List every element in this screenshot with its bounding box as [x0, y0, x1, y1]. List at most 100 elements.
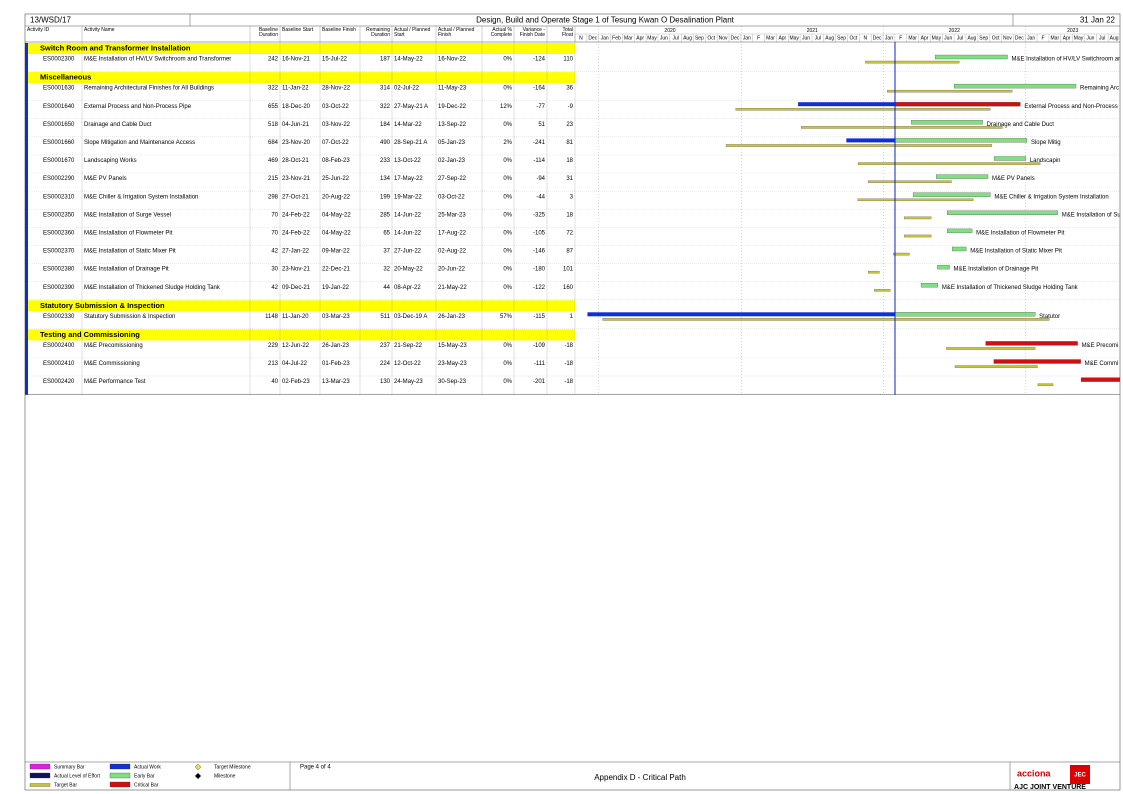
- cell: -115: [533, 314, 545, 320]
- legend-label: Target Bar: [54, 782, 77, 788]
- cell: 05-Jan-23: [438, 140, 466, 146]
- cell: ES0001660: [43, 140, 75, 146]
- early-bar: [954, 83, 1077, 89]
- bar-label: Remaining Arc: [1080, 86, 1119, 92]
- cell: 27-May-21 A: [394, 104, 428, 110]
- cell: 07-Oct-22: [322, 140, 349, 146]
- cell: 27-Jun-22: [394, 249, 422, 255]
- month-label: F: [1041, 35, 1044, 41]
- cell: 12-Jun-22: [282, 343, 310, 349]
- month-label: May: [1074, 35, 1084, 41]
- cell: ES0002410: [43, 361, 75, 367]
- year-label: 2022: [949, 28, 960, 34]
- cell: 134: [380, 176, 391, 182]
- cell: 02-Jul-22: [394, 86, 420, 92]
- bar-label: M&E Installation of Flowmeter Pit: [976, 230, 1065, 236]
- early-bar: [993, 359, 1081, 364]
- month-label: Jul: [1099, 35, 1105, 41]
- cell: 30-Sep-23: [438, 379, 467, 385]
- month-label: Oct: [992, 35, 1000, 41]
- bar-label: M&E Installation of Static Mixer Pit: [970, 249, 1062, 255]
- month-label: Aug: [1110, 35, 1119, 41]
- cell: 242: [268, 57, 279, 63]
- group-title: Testing and Commissioning: [40, 330, 140, 339]
- cell: 25-Jun-22: [322, 176, 350, 182]
- cell: 22-Dec-21: [322, 267, 351, 273]
- cell: 13-Oct-22: [394, 158, 421, 164]
- cell: -111: [534, 361, 546, 367]
- month-label: Jun: [802, 35, 810, 41]
- cell: 24-Feb-22: [282, 212, 310, 218]
- early-bar: [913, 192, 991, 197]
- month-label: Apr: [921, 35, 929, 41]
- group-band: [28, 300, 575, 312]
- month-label: F: [899, 35, 902, 41]
- target-bar: [735, 108, 991, 111]
- legend-label: Summary Bar: [54, 764, 85, 770]
- cell: 28-Oct-21: [282, 158, 309, 164]
- column-header: Actual %: [492, 27, 512, 33]
- target-bar: [874, 289, 891, 292]
- cell: M&E Precomissioning: [84, 343, 143, 349]
- month-label: Apr: [1063, 35, 1071, 41]
- month-label: Jun: [944, 35, 952, 41]
- cell: M&E Installation of Flowmeter Pit: [84, 230, 173, 236]
- month-label: Dec: [730, 35, 739, 41]
- cell: 655: [268, 104, 279, 110]
- cell: 31: [566, 176, 573, 182]
- cell: -201: [533, 379, 546, 385]
- early-bar: [947, 228, 973, 234]
- month-label: May: [932, 35, 942, 41]
- cell: 160: [563, 285, 574, 291]
- target-bar: [893, 252, 910, 256]
- cell: 490: [380, 140, 391, 146]
- cell: Remaining Architectural Finishes for All…: [84, 86, 214, 92]
- column-header: Finish: [438, 32, 452, 38]
- cell: -18: [564, 379, 573, 385]
- cell: 02-Feb-23: [282, 379, 310, 385]
- column-header: Activity ID: [27, 27, 50, 33]
- cell: 11-May-23: [438, 86, 467, 92]
- cell: 23-Nov-21: [282, 267, 311, 273]
- cell: 26-Jan-23: [438, 314, 466, 320]
- early-bar: [1080, 377, 1120, 382]
- cell: ES0001670: [43, 158, 75, 164]
- cell: -94: [536, 176, 545, 182]
- month-label: Sep: [837, 35, 846, 41]
- cell: 70: [271, 230, 278, 236]
- target-bar: [1037, 383, 1054, 386]
- cell: 229: [268, 343, 279, 349]
- early-bar: [985, 341, 1078, 346]
- target-bar: [602, 318, 1050, 321]
- early-bar: [894, 102, 1021, 107]
- cell: 19-Dec-22: [438, 104, 467, 110]
- legend-label: Target Milestone: [214, 764, 251, 770]
- cell: 51: [538, 122, 545, 128]
- cell: 224: [380, 361, 391, 367]
- early-bar: [894, 312, 1036, 317]
- target-bar: [725, 144, 993, 147]
- cell: 27-Oct-21: [282, 194, 309, 200]
- cell: 09-Dec-21: [282, 285, 311, 291]
- cell: ES0002290: [43, 176, 75, 182]
- cell: 0%: [503, 194, 512, 200]
- cell: 215: [268, 176, 279, 182]
- cell: M&E Commissioning: [84, 361, 140, 367]
- bar-label: Statutor: [1039, 314, 1060, 320]
- cell: 0%: [503, 249, 512, 255]
- legend-swatch: [109, 781, 131, 788]
- cell: 14-Jun-22: [394, 212, 422, 218]
- cell: 40: [271, 379, 278, 385]
- cell: External Process and Non-Process Pipe: [84, 104, 192, 110]
- cell: 42: [271, 249, 278, 255]
- month-label: Mar: [1051, 35, 1060, 41]
- cell: 32: [383, 267, 390, 273]
- legend-label: Actual Work: [134, 764, 161, 770]
- cell: 26-Jan-23: [322, 343, 350, 349]
- cell: 518: [268, 122, 279, 128]
- year-label: 2023: [1067, 28, 1078, 34]
- cell: 2%: [503, 140, 512, 146]
- bar-label: M&E Chiller & Irrigation System Installa…: [994, 194, 1108, 200]
- month-label: Jan: [1027, 35, 1035, 41]
